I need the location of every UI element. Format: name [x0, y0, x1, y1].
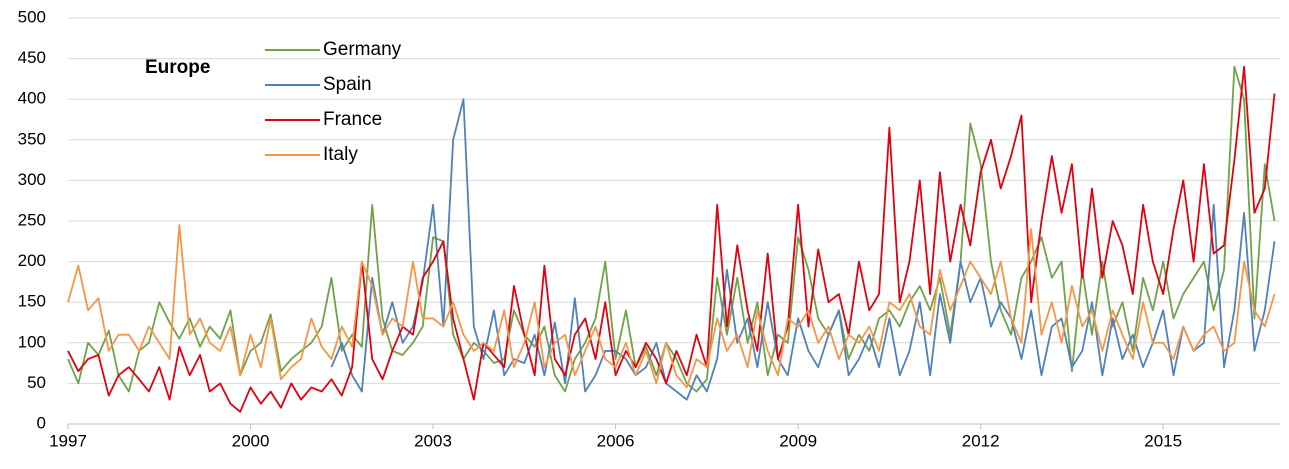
x-tick-label: 2009 [779, 431, 817, 450]
series-line [67, 65, 1276, 393]
y-tick-label: 400 [18, 89, 46, 108]
y-tick-label: 350 [18, 129, 46, 148]
y-tick-label: 50 [27, 373, 46, 392]
series-line [67, 65, 1276, 413]
legend-label: Spain [323, 74, 372, 95]
y-tick-label: 150 [18, 292, 46, 311]
chart-title: Europe [145, 57, 210, 78]
series-line [67, 224, 1276, 389]
y-tick-label: 100 [18, 332, 46, 351]
x-tick-label: 1997 [49, 431, 87, 450]
x-tick-label: 2000 [232, 431, 270, 450]
x-tick-label: 2015 [1144, 431, 1182, 450]
legend-label: Italy [323, 144, 358, 165]
y-tick-label: 250 [18, 210, 46, 229]
x-tick-label: 2003 [414, 431, 452, 450]
y-tick-label: 0 [37, 413, 46, 432]
y-tick-label: 450 [18, 48, 46, 67]
legend-label: France [323, 109, 382, 130]
y-tick-label: 200 [18, 251, 46, 270]
y-tick-label: 500 [18, 7, 46, 26]
series-line [330, 98, 1276, 401]
y-tick-label: 300 [18, 170, 46, 189]
x-tick-label: 2012 [962, 431, 1000, 450]
legend-label: Germany [323, 39, 402, 60]
x-tick-label: 2006 [597, 431, 635, 450]
